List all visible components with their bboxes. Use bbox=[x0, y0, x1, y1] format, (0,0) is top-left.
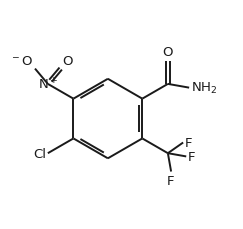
Text: Cl: Cl bbox=[33, 147, 46, 160]
Text: NH$_2$: NH$_2$ bbox=[191, 81, 217, 96]
Text: O: O bbox=[62, 55, 73, 68]
Text: N$^+$: N$^+$ bbox=[38, 77, 58, 92]
Text: F: F bbox=[184, 136, 192, 149]
Text: F: F bbox=[166, 174, 174, 188]
Text: F: F bbox=[188, 150, 195, 163]
Text: O: O bbox=[163, 46, 173, 59]
Text: $^-$O: $^-$O bbox=[9, 55, 33, 68]
